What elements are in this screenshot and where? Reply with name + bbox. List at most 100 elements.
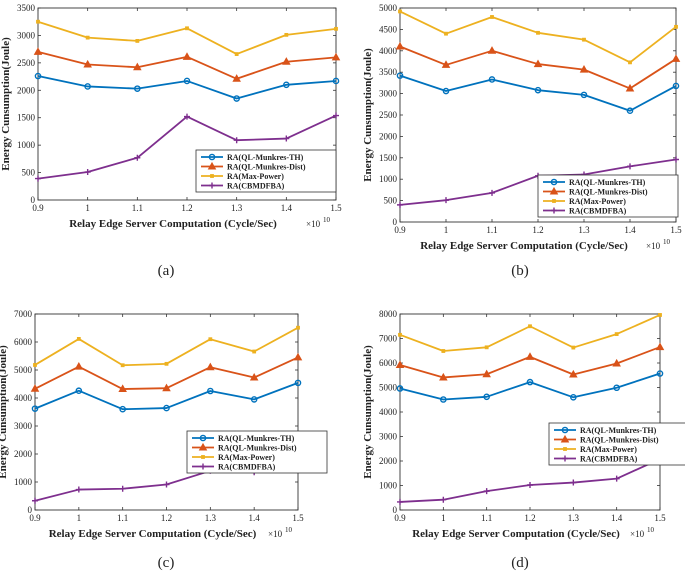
legend-label-1: RA(QL-Munkres-Dist) [218, 444, 297, 453]
y-tick-label: 5000 [14, 365, 33, 375]
data-point [441, 349, 446, 353]
data-point [484, 345, 489, 350]
data-point [76, 337, 81, 341]
y-tick-label: 6000 [14, 337, 33, 347]
legend: RA(QL-Munkres-TH)RA(QL-Munkres-Dist)RA(M… [548, 422, 685, 466]
x-axis-multiplier: ×10 [646, 241, 661, 251]
data-point [483, 488, 490, 495]
y-tick-label: 0 [31, 195, 36, 205]
data-point [250, 396, 258, 403]
data-point [627, 163, 633, 170]
data-point [35, 175, 41, 182]
legend-marker-1 [549, 186, 559, 195]
y-tick-label: 0 [393, 217, 398, 227]
y-tick-label: 3000 [17, 30, 36, 40]
data-point [398, 332, 402, 337]
data-point [614, 332, 619, 336]
data-point [284, 32, 289, 37]
data-point [674, 24, 678, 29]
series-line-0 [399, 74, 677, 112]
data-point [527, 482, 533, 489]
plot-frame [399, 313, 661, 511]
data-point [133, 62, 142, 71]
x-tick-label: 1.5 [654, 513, 666, 523]
data-point [162, 383, 171, 392]
legend-marker-0 [550, 178, 558, 186]
data-point [293, 352, 303, 361]
data-point [134, 85, 141, 92]
y-tick-label: 3500 [379, 67, 398, 77]
data-point [232, 74, 241, 82]
data-point [282, 57, 291, 65]
y-tick-label: 4000 [379, 46, 398, 56]
data-point [613, 384, 620, 392]
x-axis-title: Relay Edge Server Computation (Cycle/Sec… [412, 528, 620, 540]
data-point [252, 349, 257, 354]
series-line-1 [399, 346, 661, 379]
legend-label-3: RA(CBMDFBA) [569, 207, 627, 216]
y-tick-label: 500 [384, 196, 398, 206]
data-point [395, 41, 405, 50]
data-point [579, 65, 589, 73]
data-point [334, 26, 338, 31]
x-tick-label: 1.3 [231, 203, 243, 213]
data-point [671, 54, 681, 62]
data-point [612, 358, 621, 367]
legend: RA(QL-Munkres-TH)RA(QL-Munkres-Dist)RA(M… [195, 149, 337, 193]
series-line-0 [34, 382, 299, 411]
data-point [233, 95, 240, 102]
x-axis-title: Relay Edge Server Computation (Cycle/Sec… [420, 240, 628, 252]
data-point [483, 393, 490, 401]
data-point [296, 325, 300, 330]
legend-marker-1 [207, 161, 217, 170]
x-tick-label: 1.1 [486, 225, 497, 235]
data-point [36, 19, 40, 24]
y-tick-label: 1000 [379, 481, 398, 491]
data-point [206, 362, 215, 371]
data-point [34, 72, 42, 80]
data-point [118, 384, 127, 393]
x-tick-label: 1.5 [670, 225, 682, 235]
data-point [30, 384, 40, 392]
y-axis-title: Energy Cunsumption(Joule) [362, 48, 374, 182]
legend-label-3: RA(CBMDFBA) [218, 463, 276, 472]
data-point [580, 91, 588, 99]
data-point [489, 189, 495, 196]
x-axis-title: Relay Edge Server Computation (Cycle/Sec… [49, 528, 257, 540]
data-point [490, 15, 494, 19]
data-point [84, 83, 91, 90]
data-point [207, 387, 214, 395]
data-point [163, 404, 170, 412]
data-point [183, 77, 191, 85]
legend-marker-3 [200, 463, 206, 470]
legend-marker-2 [563, 447, 567, 451]
data-point [333, 112, 339, 119]
x-tick-label: 1.1 [481, 513, 492, 523]
y-tick-label: 7000 [379, 334, 398, 344]
data-point [625, 83, 635, 92]
series-line-3 [399, 458, 661, 503]
y-tick-label: 3000 [379, 432, 398, 442]
data-point [656, 370, 664, 377]
legend-label-0: RA(QL-Munkres-TH) [569, 178, 646, 187]
data-point [440, 396, 447, 403]
panel-label: (a) [158, 263, 175, 279]
legend-marker-2 [552, 199, 556, 203]
data-point [397, 498, 403, 505]
x-tick-label: 1.5 [292, 513, 304, 523]
legend-label-2: RA(Max-Power) [569, 197, 626, 206]
y-tick-label: 1000 [14, 477, 33, 487]
y-tick-label: 1000 [17, 140, 36, 150]
y-tick-label: 5000 [379, 3, 398, 13]
y-tick-label: 0 [28, 505, 33, 515]
legend-marker-0 [208, 153, 216, 161]
data-point [164, 361, 169, 366]
data-point [536, 30, 540, 35]
x-axis-exponent: 10 [647, 526, 655, 534]
x-axis-multiplier: ×10 [268, 529, 283, 539]
legend-marker-2 [210, 174, 214, 178]
y-tick-label: 2000 [14, 449, 33, 459]
data-point [582, 37, 586, 42]
x-tick-label: 1.4 [624, 225, 636, 235]
